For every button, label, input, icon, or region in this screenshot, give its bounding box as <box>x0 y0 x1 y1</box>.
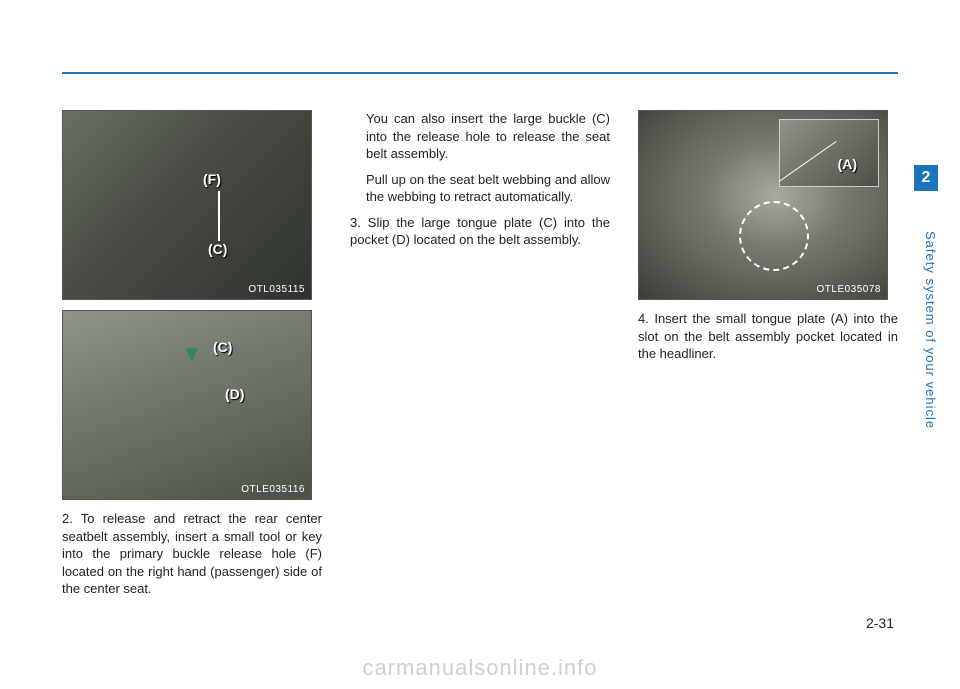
column-3: (A) OTLE035078 4. Insert the small tongu… <box>638 110 898 606</box>
page-content: (F) (C) OTL035115 ▼ (C) (D) OTLE035116 2… <box>62 110 898 606</box>
column-1: (F) (C) OTL035115 ▼ (C) (D) OTLE035116 2… <box>62 110 322 606</box>
figure-2: ▼ (C) (D) OTLE035116 <box>62 310 312 500</box>
chapter-title: Safety system of your vehicle <box>914 200 938 460</box>
figure-3: (A) OTLE035078 <box>638 110 888 300</box>
step-2-text: To release and retract the rear center s… <box>62 511 322 596</box>
figure-1-code: OTL035115 <box>248 284 305 295</box>
header-rule <box>62 72 898 74</box>
figure-1-label-c: (C) <box>208 241 227 257</box>
step-4: 4. Insert the small tongue plate (A) int… <box>638 310 898 363</box>
step-2: 2. To release and retract the rear cente… <box>62 510 322 598</box>
figure-3-code: OTLE035078 <box>817 284 882 295</box>
step-2b-text: You can also insert the large buckle (C)… <box>366 111 610 161</box>
figure-1-label-f: (F) <box>203 171 221 187</box>
step-2c: Pull up on the seat belt webbing and all… <box>350 171 610 206</box>
step-3-text: Slip the large tongue plate (C) into the… <box>350 215 610 248</box>
figure-3-highlight-circle <box>739 201 809 271</box>
step-2-number: 2. <box>62 511 73 526</box>
figure-2-label-d: (D) <box>225 386 244 402</box>
figure-1: (F) (C) OTL035115 <box>62 110 312 300</box>
column-2: You can also insert the large buckle (C)… <box>350 110 610 606</box>
figure-2-arrow-icon: ▼ <box>181 341 203 367</box>
figure-3-label-a: (A) <box>838 156 857 172</box>
step-4-text: Insert the small tongue plate (A) into t… <box>638 311 898 361</box>
step-3-number: 3. <box>350 215 361 230</box>
step-2c-text: Pull up on the seat belt webbing and all… <box>366 172 610 205</box>
figure-3-inset <box>779 119 879 187</box>
step-3: 3. Slip the large tongue plate (C) into … <box>350 214 610 249</box>
step-2b: You can also insert the large buckle (C)… <box>350 110 610 163</box>
chapter-tab: 2 <box>914 165 938 191</box>
figure-1-leader-line <box>218 191 220 241</box>
watermark: carmanualsonline.info <box>362 655 597 681</box>
figure-2-label-c: (C) <box>213 339 232 355</box>
page-number: 2-31 <box>866 615 894 631</box>
step-4-number: 4. <box>638 311 649 326</box>
figure-2-code: OTLE035116 <box>241 484 305 495</box>
